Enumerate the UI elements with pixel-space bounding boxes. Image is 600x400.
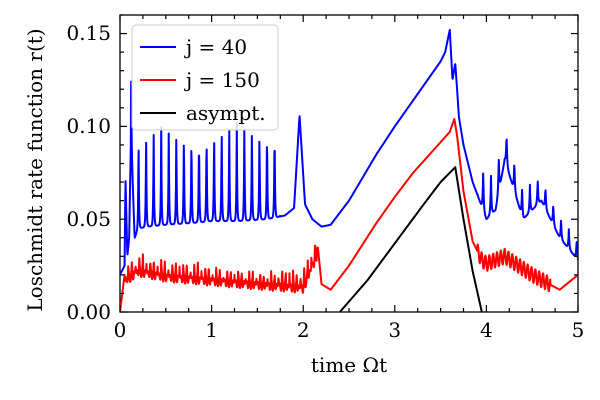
series-line-j-150 [120, 117, 578, 312]
y-tick-label-2: 0.10 [66, 114, 111, 138]
x-tick-label-2: 2 [297, 318, 310, 342]
legend: j = 40 j = 150 asympt. [131, 24, 279, 131]
legend-label-asympt: asympt. [186, 101, 266, 125]
x-tick-label-3: 3 [388, 318, 401, 342]
y-tick-label-3: 0.15 [66, 21, 111, 45]
x-axis-title: time Ωt [311, 353, 387, 377]
legend-frame [131, 24, 279, 131]
series-line-asympt- [338, 166, 483, 312]
y-tick-label-0: 0.00 [66, 300, 111, 324]
x-tick-label-5: 5 [572, 318, 585, 342]
series-line-j-40 [120, 28, 578, 276]
series-layer [120, 28, 578, 312]
y-axis-title: Loschmidt rate function r(t) [23, 28, 47, 311]
x-tick-label-0: 0 [114, 318, 127, 342]
x-tick-label-4: 4 [480, 318, 493, 342]
x-tick-label-1: 1 [205, 318, 218, 342]
y-tick-label-1: 0.05 [66, 207, 111, 231]
legend-label-j150: j = 150 [184, 68, 260, 92]
tick-layer [119, 14, 579, 313]
legend-label-j40: j = 40 [184, 35, 247, 59]
